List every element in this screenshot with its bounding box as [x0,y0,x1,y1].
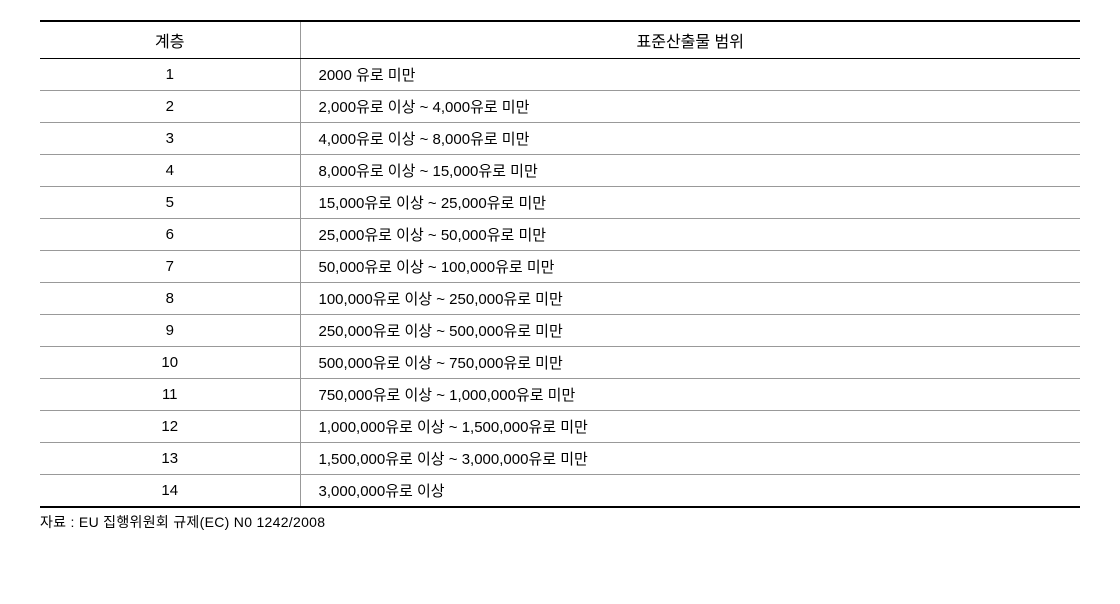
cell-range: 1,500,000유로 이상 ~ 3,000,000유로 미만 [300,443,1080,475]
tier-table: 계층 표준산출물 범위 12000 유로 미만22,000유로 이상 ~ 4,0… [40,20,1080,508]
table-row: 131,500,000유로 이상 ~ 3,000,000유로 미만 [40,443,1080,475]
cell-tier: 3 [40,123,300,155]
cell-range: 50,000유로 이상 ~ 100,000유로 미만 [300,251,1080,283]
cell-range: 2,000유로 이상 ~ 4,000유로 미만 [300,91,1080,123]
cell-tier: 9 [40,315,300,347]
table-header-row: 계층 표준산출물 범위 [40,21,1080,59]
cell-tier: 5 [40,187,300,219]
cell-tier: 7 [40,251,300,283]
cell-range: 25,000유로 이상 ~ 50,000유로 미만 [300,219,1080,251]
column-header-range: 표준산출물 범위 [300,21,1080,59]
table-body: 12000 유로 미만22,000유로 이상 ~ 4,000유로 미만34,00… [40,59,1080,508]
table-row: 22,000유로 이상 ~ 4,000유로 미만 [40,91,1080,123]
cell-range: 8,000유로 이상 ~ 15,000유로 미만 [300,155,1080,187]
table-row: 48,000유로 이상 ~ 15,000유로 미만 [40,155,1080,187]
cell-tier: 1 [40,59,300,91]
cell-tier: 10 [40,347,300,379]
cell-tier: 6 [40,219,300,251]
cell-tier: 4 [40,155,300,187]
cell-tier: 14 [40,475,300,508]
table-row: 8100,000유로 이상 ~ 250,000유로 미만 [40,283,1080,315]
table-row: 750,000유로 이상 ~ 100,000유로 미만 [40,251,1080,283]
table-row: 34,000유로 이상 ~ 8,000유로 미만 [40,123,1080,155]
table-row: 625,000유로 이상 ~ 50,000유로 미만 [40,219,1080,251]
source-note: 자료 : EU 집행위원회 규제(EC) N0 1242/2008 [40,512,1080,532]
table-row: 10500,000유로 이상 ~ 750,000유로 미만 [40,347,1080,379]
cell-tier: 12 [40,411,300,443]
column-header-tier: 계층 [40,21,300,59]
table-row: 143,000,000유로 이상 [40,475,1080,508]
tier-table-container: 계층 표준산출물 범위 12000 유로 미만22,000유로 이상 ~ 4,0… [40,20,1080,532]
cell-range: 100,000유로 이상 ~ 250,000유로 미만 [300,283,1080,315]
cell-tier: 2 [40,91,300,123]
cell-range: 1,000,000유로 이상 ~ 1,500,000유로 미만 [300,411,1080,443]
cell-range: 15,000유로 이상 ~ 25,000유로 미만 [300,187,1080,219]
table-row: 12000 유로 미만 [40,59,1080,91]
cell-range: 3,000,000유로 이상 [300,475,1080,508]
cell-tier: 11 [40,379,300,411]
table-row: 515,000유로 이상 ~ 25,000유로 미만 [40,187,1080,219]
cell-range: 4,000유로 이상 ~ 8,000유로 미만 [300,123,1080,155]
cell-range: 250,000유로 이상 ~ 500,000유로 미만 [300,315,1080,347]
table-row: 9250,000유로 이상 ~ 500,000유로 미만 [40,315,1080,347]
cell-tier: 8 [40,283,300,315]
table-row: 11750,000유로 이상 ~ 1,000,000유로 미만 [40,379,1080,411]
cell-range: 750,000유로 이상 ~ 1,000,000유로 미만 [300,379,1080,411]
table-row: 121,000,000유로 이상 ~ 1,500,000유로 미만 [40,411,1080,443]
cell-tier: 13 [40,443,300,475]
cell-range: 2000 유로 미만 [300,59,1080,91]
cell-range: 500,000유로 이상 ~ 750,000유로 미만 [300,347,1080,379]
